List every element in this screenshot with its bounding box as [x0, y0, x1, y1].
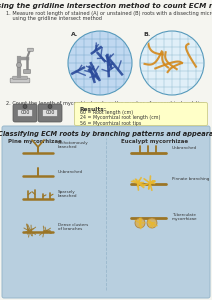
FancyBboxPatch shape: [74, 103, 208, 125]
Circle shape: [140, 31, 204, 95]
Text: B.: B.: [143, 32, 150, 37]
Circle shape: [135, 218, 145, 228]
Text: 000: 000: [45, 110, 55, 116]
Circle shape: [23, 104, 27, 109]
Circle shape: [147, 218, 157, 228]
Text: 24 = Mycorrhizal root length (cm): 24 = Mycorrhizal root length (cm): [80, 116, 160, 121]
Text: A. Using the gridline intersection method to count ECM roots: A. Using the gridline intersection metho…: [0, 3, 212, 9]
Text: Pine mycorrhizae: Pine mycorrhizae: [8, 139, 62, 144]
Text: 000: 000: [20, 110, 30, 116]
Circle shape: [48, 104, 52, 109]
FancyBboxPatch shape: [18, 110, 32, 116]
Text: Pinnate branching: Pinnate branching: [172, 177, 209, 181]
Text: Unbranched: Unbranched: [58, 170, 83, 174]
FancyBboxPatch shape: [42, 110, 57, 116]
Text: 60 = Root length (cm): 60 = Root length (cm): [80, 110, 133, 115]
Text: B.  Classifying ECM roots by branching patterns and appearance: B. Classifying ECM roots by branching pa…: [0, 131, 212, 137]
FancyBboxPatch shape: [2, 126, 210, 298]
Text: 56 = Mycorrhizal root tips: 56 = Mycorrhizal root tips: [80, 121, 141, 126]
Text: Sparsely
branched: Sparsely branched: [58, 190, 78, 198]
Text: Unbranched: Unbranched: [172, 146, 197, 150]
FancyBboxPatch shape: [38, 104, 62, 122]
Text: Results:: Results:: [80, 107, 107, 112]
Text: using the gridline intersect method: using the gridline intersect method: [6, 16, 102, 21]
Text: 2. Count the length of mycorrhizal roots or the number of mycorrhizal root tips: 2. Count the length of mycorrhizal roots…: [6, 101, 205, 106]
Text: Eucalypt mycorrhizae: Eucalypt mycorrhizae: [121, 139, 188, 144]
Circle shape: [17, 62, 21, 68]
FancyBboxPatch shape: [13, 104, 37, 122]
Text: 1. Measure root length of stained (A) or unstained (B) roots with a dissecting m: 1. Measure root length of stained (A) or…: [6, 11, 212, 16]
Text: Dichotomously
branched: Dichotomously branched: [58, 141, 89, 149]
Text: Dense clusters
of branches: Dense clusters of branches: [58, 223, 88, 231]
FancyBboxPatch shape: [24, 70, 31, 74]
Text: Tuberculate
mycorrhizae: Tuberculate mycorrhizae: [172, 213, 198, 221]
FancyBboxPatch shape: [13, 76, 27, 79]
Text: A.: A.: [71, 32, 78, 37]
FancyBboxPatch shape: [28, 48, 33, 51]
Circle shape: [68, 31, 132, 95]
FancyBboxPatch shape: [10, 78, 30, 83]
